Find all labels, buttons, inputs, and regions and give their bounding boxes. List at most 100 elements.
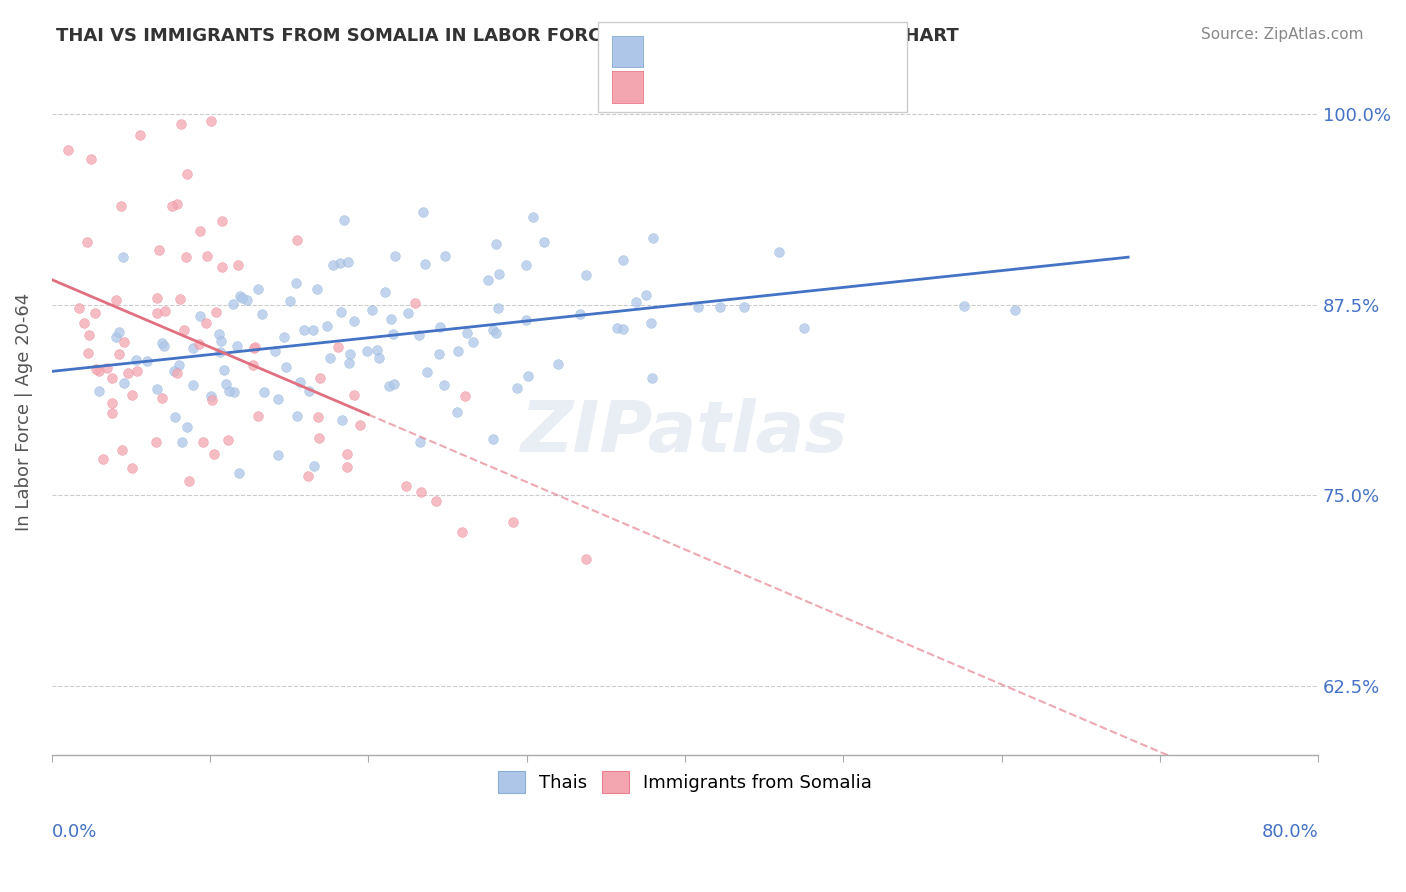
Point [641, 370, 664, 384]
Point [952, 299, 974, 313]
Point [231, 291, 253, 305]
Point [214, 376, 236, 391]
Point [195, 249, 218, 263]
Point [515, 313, 537, 327]
Point [302, 458, 325, 473]
Point [167, 358, 190, 372]
Point [108, 325, 131, 339]
Point [176, 250, 198, 264]
Point [381, 327, 404, 342]
Point [110, 442, 132, 457]
Point [285, 233, 308, 247]
Point [297, 469, 319, 483]
Point [181, 378, 204, 392]
Point [169, 292, 191, 306]
Text: 80.0%: 80.0% [1261, 823, 1319, 841]
Point [170, 117, 193, 131]
Point [267, 448, 290, 462]
Point [80, 153, 103, 167]
Point [229, 289, 252, 303]
Point [246, 409, 269, 423]
Point [176, 168, 198, 182]
Point [395, 479, 418, 493]
Point [427, 346, 450, 360]
Point [688, 300, 710, 314]
Point [301, 323, 323, 337]
Point [266, 392, 288, 406]
Point [374, 285, 396, 300]
Point [640, 316, 662, 330]
Point [146, 291, 169, 305]
Point [533, 235, 555, 249]
Point [482, 323, 505, 337]
Point [163, 364, 186, 378]
Point [195, 316, 218, 330]
Text: 0.0%: 0.0% [52, 823, 97, 841]
Point [217, 434, 239, 448]
Point [236, 293, 259, 307]
Point [433, 377, 456, 392]
Point [1004, 303, 1026, 318]
Point [709, 300, 731, 314]
Point [128, 128, 150, 142]
Point [446, 405, 468, 419]
Point [568, 307, 591, 321]
Point [117, 366, 139, 380]
Point [56, 143, 79, 157]
Point [100, 406, 122, 420]
Point [166, 366, 188, 380]
Point [488, 268, 510, 282]
Point [522, 211, 544, 225]
Point [343, 314, 366, 328]
Point [121, 460, 143, 475]
Point [404, 295, 426, 310]
Point [67, 301, 90, 316]
Legend: Thais, Immigrants from Somalia: Thais, Immigrants from Somalia [491, 764, 879, 800]
Point [127, 364, 149, 378]
Point [173, 323, 195, 337]
Point [263, 343, 285, 358]
Point [176, 419, 198, 434]
Point [733, 300, 755, 314]
Point [793, 320, 815, 334]
Point [226, 259, 249, 273]
Point [200, 114, 222, 128]
Point [329, 256, 352, 270]
Point [450, 524, 472, 539]
Point [396, 305, 419, 319]
Point [77, 346, 100, 360]
Point [366, 343, 388, 357]
Point [517, 369, 540, 384]
Point [205, 304, 228, 318]
Point [101, 396, 124, 410]
Point [486, 301, 509, 315]
Point [181, 341, 204, 355]
Point [101, 371, 124, 385]
Point [382, 376, 405, 391]
Point [125, 353, 148, 368]
Point [454, 389, 477, 403]
Point [242, 341, 264, 355]
Point [336, 459, 359, 474]
Text: ZIPatlas: ZIPatlas [522, 398, 849, 467]
Point [79, 327, 101, 342]
Point [274, 359, 297, 374]
Point [339, 356, 361, 370]
Point [456, 326, 478, 340]
Point [242, 358, 264, 372]
Point [87, 384, 110, 398]
Point [612, 322, 634, 336]
Point [482, 433, 505, 447]
Point [297, 384, 319, 399]
Point [547, 357, 569, 371]
Point [148, 243, 170, 257]
Point [409, 434, 432, 449]
Point [461, 335, 484, 350]
Point [145, 382, 167, 396]
Point [485, 237, 508, 252]
Point [502, 515, 524, 529]
Point [380, 312, 402, 326]
Point [332, 413, 354, 427]
Point [288, 376, 311, 390]
Point [515, 258, 537, 272]
